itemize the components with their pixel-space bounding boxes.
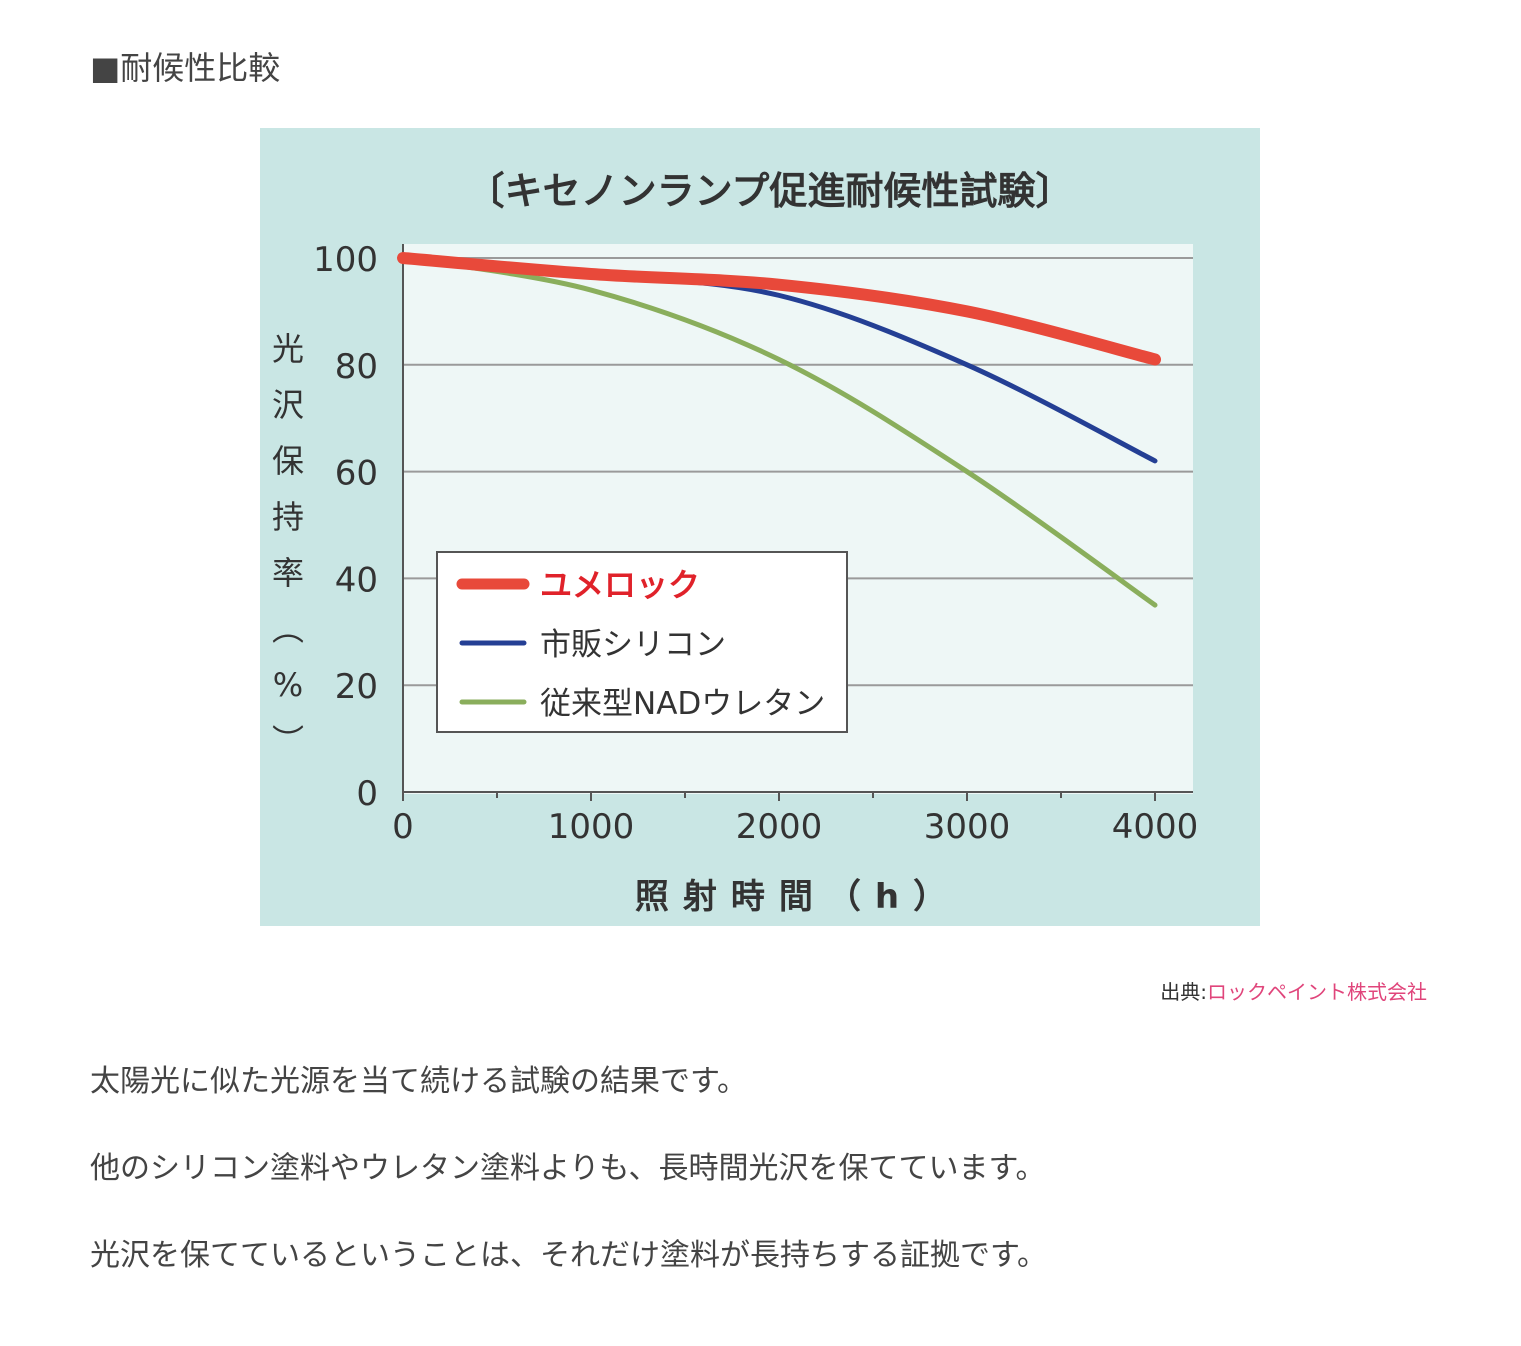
paragraph-2: 他のシリコン塗料やウレタン塗料よりも、長時間光沢を保てています。: [90, 1151, 1046, 1186]
legend-label: 市販シリコン: [540, 627, 726, 663]
series-line-3: [400, 255, 1158, 608]
y-tick-label: 60: [335, 454, 378, 494]
section-heading: ■耐候性比較: [90, 49, 281, 87]
y-tick-label: 0: [356, 774, 378, 814]
y-tick-label: 80: [335, 347, 378, 387]
x-tick-label: 3000: [924, 807, 1011, 847]
x-tick-label: 4000: [1112, 807, 1199, 847]
source-link[interactable]: ロックペイント株式会社: [1207, 980, 1427, 1004]
source-prefix: 出典:: [1160, 980, 1207, 1004]
weathering-chart: 〔キセノンランプ促進耐候性試験〕 0 20 40 60 80 100 0 1000 2000 30…: [260, 128, 1260, 926]
x-tick-label: 0: [392, 807, 414, 847]
chart-title: 〔キセノンランプ促進耐候性試験〕: [467, 169, 1074, 213]
x-axis-label: 照射時間（h）: [635, 877, 961, 917]
series-layer: [397, 252, 1161, 608]
source-credit: 出典:ロックペイント株式会社: [1160, 976, 1427, 1005]
x-tick-label: 2000: [736, 807, 823, 847]
y-tick-label: 20: [335, 667, 378, 707]
legend-label: 従来型NADウレタン: [540, 686, 825, 722]
y-axis-label: 光沢保持率︵% ︶: [272, 330, 304, 760]
legend-label: ユメロック: [540, 566, 700, 604]
paragraph-3: 光沢を保てているということは、それだけ塗料が長持ちする証拠です。: [90, 1238, 1047, 1273]
series-line-1: [397, 252, 1161, 366]
x-tick-label: 1000: [548, 807, 635, 847]
y-tick-label: 40: [335, 560, 378, 600]
paragraph-1: 太陽光に似た光源を当て続ける試験の結果です。: [90, 1064, 747, 1099]
y-tick-label: 100: [313, 240, 378, 280]
